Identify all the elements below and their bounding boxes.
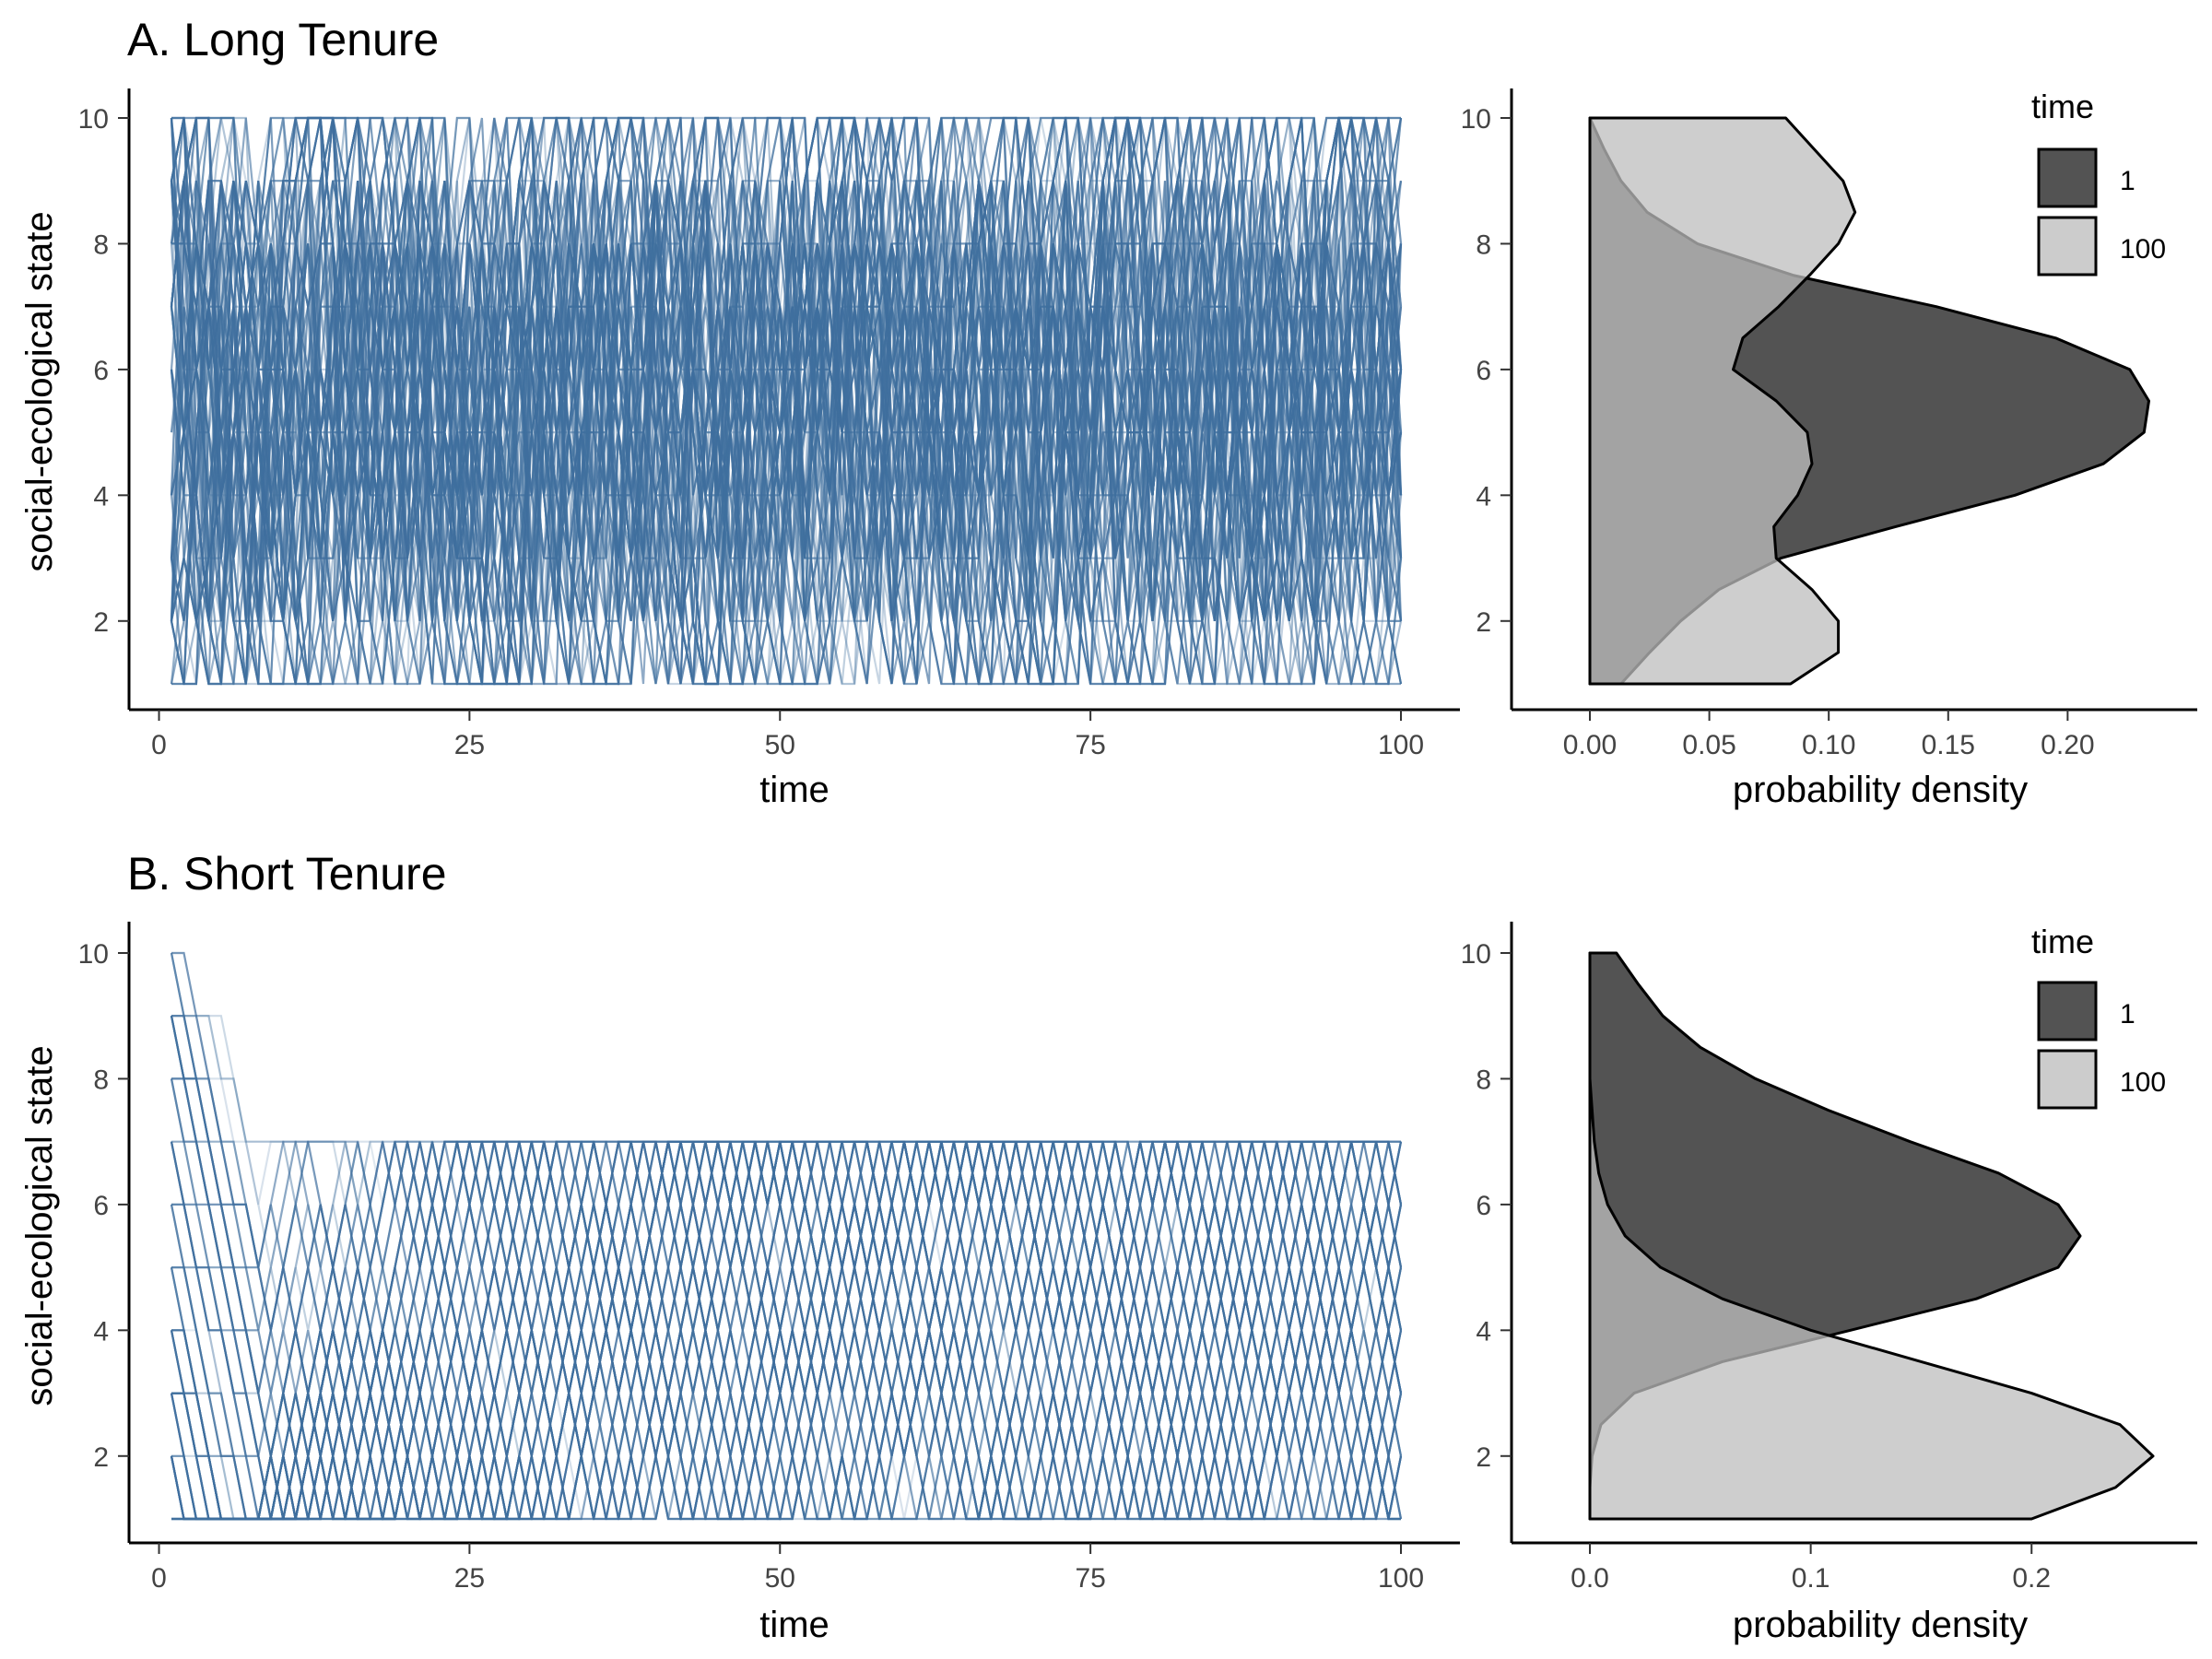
trajectory-line: [171, 1140, 1403, 1521]
density-x-tick-label: 0.10: [1802, 730, 1855, 760]
density-x-tick-label: 0.0: [1571, 1563, 1609, 1594]
panel-b: B. Short Tenure 0 25 50 75 100 2 4 6 8 10 time so…: [19, 848, 2197, 1645]
x-tick-label: 25: [454, 730, 485, 760]
density-y-tick-label: 4: [1476, 1316, 1491, 1347]
panel-b-legend-label-100: 100: [2120, 1067, 2166, 1098]
panel-a-legend-title: time: [2031, 88, 2094, 125]
x-tick-label: 50: [765, 730, 795, 760]
density-y-tick-label: 6: [1476, 356, 1491, 386]
y-tick-label: 4: [93, 1316, 109, 1347]
density-y-tick-label: 4: [1476, 481, 1491, 512]
density-y-tick-label: 2: [1476, 607, 1491, 638]
density-area-100: [1588, 951, 2155, 1521]
trajectory-line: [170, 116, 1403, 685]
y-tick-label: 4: [93, 481, 109, 512]
y-tick-label: 6: [93, 1191, 109, 1221]
panel-a-density-plot: 0.00 0.05 0.10 0.15 0.20 2 4 6 8 10 probability d…: [1461, 88, 2197, 810]
trajectory-line: [170, 116, 1403, 686]
panel-a-density-x-label: probability density: [1733, 770, 2028, 810]
density-x-tick-label: 0.20: [2041, 730, 2094, 760]
y-tick-label: 8: [93, 229, 109, 260]
panel-b-density-areas: [1588, 951, 2155, 1521]
panel-a-density-areas: [1588, 116, 2150, 686]
trajectory-line: [170, 1140, 1403, 1521]
x-tick-label: 50: [765, 1563, 795, 1594]
panel-b-title: B. Short Tenure: [127, 848, 447, 900]
density-area-100: [1588, 116, 1857, 686]
y-tick-label: 8: [93, 1065, 109, 1095]
x-tick-label: 25: [454, 1563, 485, 1594]
panel-b-x-label: time: [759, 1605, 830, 1645]
panel-b-y-label: social-ecological state: [19, 1045, 60, 1406]
x-tick-label: 75: [1075, 730, 1105, 760]
panel-b-legend-label-1: 1: [2120, 999, 2136, 1030]
panel-a-y-label: social-ecological state: [19, 211, 60, 571]
trajectory-line: [171, 1266, 1403, 1521]
panel-b-legend-key-100: [2037, 1049, 2098, 1110]
y-tick-label: 10: [78, 939, 109, 970]
panel-a-legend-label-100: 100: [2120, 234, 2166, 265]
panel-a-legend-key-1: [2037, 147, 2098, 208]
trajectory-line: [170, 116, 1403, 685]
trajectory-line: [170, 1140, 1403, 1521]
density-x-tick-label: 0.05: [1682, 730, 1735, 760]
y-tick-label: 6: [93, 356, 109, 386]
trajectory-line: [171, 1140, 1403, 1394]
density-y-tick-label: 8: [1476, 1065, 1491, 1095]
density-y-tick-label: 8: [1476, 229, 1491, 260]
panel-b-legend-key-1: [2037, 981, 2098, 1041]
density-x-tick-label: 0.00: [1563, 730, 1617, 760]
density-x-tick-label: 0.1: [1792, 1563, 1830, 1594]
panel-b-density-x-label: probability density: [1733, 1605, 2028, 1645]
x-tick-label: 75: [1075, 1563, 1105, 1594]
density-x-tick-label: 0.2: [2012, 1563, 2051, 1594]
y-tick-label: 10: [78, 104, 109, 135]
panel-a: A. Long Tenure 0 25 50 75 100 2 4 6 8 10 time soc…: [19, 14, 2197, 810]
y-tick-label: 2: [93, 607, 109, 638]
panel-a-trajectory-plot: 0 25 50 75 100 2 4 6 8 10 time social-ecological …: [19, 88, 1460, 810]
trajectory-line: [171, 116, 1403, 686]
panel-b-trajectories: [170, 951, 1403, 1521]
trajectory-line: [170, 116, 1403, 686]
panel-a-trajectories: [170, 116, 1403, 686]
density-y-tick-label: 2: [1476, 1442, 1491, 1473]
x-tick-label: 100: [1378, 1563, 1424, 1594]
panel-a-title: A. Long Tenure: [127, 14, 439, 65]
panel-b-legend-title: time: [2031, 923, 2094, 960]
x-tick-label: 100: [1378, 730, 1424, 760]
trajectory-line: [170, 116, 1403, 686]
density-y-tick-label: 6: [1476, 1191, 1491, 1221]
trajectory-line: [170, 1015, 1403, 1521]
trajectory-line: [170, 116, 1403, 686]
x-tick-label: 0: [151, 730, 167, 760]
y-tick-label: 2: [93, 1442, 109, 1473]
density-x-tick-label: 0.15: [1922, 730, 1975, 760]
panel-a-legend-key-100: [2037, 216, 2098, 276]
trajectory-line: [170, 116, 1403, 686]
panel-b-density-plot: 0.0 0.1 0.2 2 4 6 8 10 probability density time…: [1461, 922, 2197, 1645]
panel-b-legend: time 1 100: [2031, 923, 2166, 1110]
panel-a-x-label: time: [759, 770, 830, 810]
x-tick-label: 0: [151, 1563, 167, 1594]
density-y-tick-label: 10: [1461, 104, 1491, 135]
panel-b-trajectory-plot: 0 25 50 75 100 2 4 6 8 10 time social-ecological …: [19, 922, 1460, 1645]
trajectory-line: [170, 117, 1403, 686]
panel-a-legend: time 1 100: [2031, 88, 2166, 276]
density-y-tick-label: 10: [1461, 939, 1491, 970]
panel-a-legend-label-1: 1: [2120, 166, 2136, 196]
